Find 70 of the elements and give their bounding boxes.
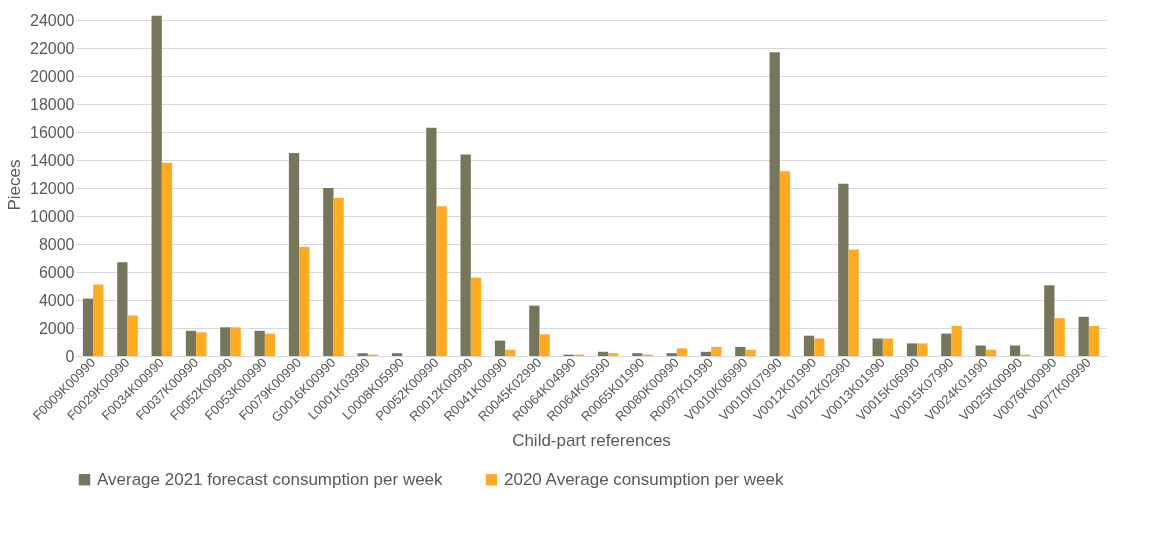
bar — [254, 330, 265, 356]
bar — [803, 335, 815, 356]
bar — [529, 305, 540, 356]
bar — [1088, 325, 1100, 356]
y-tick-label: 4000 — [38, 291, 75, 309]
bar — [117, 262, 128, 356]
bar — [1078, 316, 1089, 356]
bar — [391, 353, 403, 356]
bar — [1054, 318, 1065, 356]
bar — [288, 153, 300, 356]
bar — [882, 338, 894, 356]
y-tick-label: 6000 — [38, 263, 75, 281]
bar — [917, 343, 928, 356]
bar — [151, 15, 162, 356]
bar — [196, 332, 207, 356]
bar — [745, 349, 756, 356]
bar — [985, 349, 997, 356]
bar — [127, 315, 138, 356]
y-tick-label: 10000 — [30, 207, 75, 225]
bar — [779, 171, 791, 356]
bar — [539, 334, 550, 356]
bar — [494, 340, 506, 356]
bar — [597, 351, 609, 356]
bar — [264, 333, 276, 356]
bar — [505, 349, 516, 356]
bar — [872, 338, 883, 356]
bar — [975, 345, 986, 356]
bar — [814, 338, 825, 356]
bar — [951, 325, 962, 356]
bar — [906, 343, 918, 356]
y-tick-label: 12000 — [30, 179, 75, 197]
bar — [1044, 285, 1055, 356]
y-axis-title: Pieces — [5, 159, 25, 211]
bar — [470, 277, 482, 356]
bar — [769, 52, 780, 356]
bar — [700, 351, 712, 356]
bar — [676, 348, 688, 356]
bar — [436, 206, 447, 356]
bar — [632, 353, 643, 356]
bar — [460, 154, 471, 356]
bar — [323, 188, 334, 356]
bar — [82, 298, 94, 356]
y-tick-label: 22000 — [30, 39, 75, 57]
bar — [711, 346, 722, 356]
bar — [608, 353, 619, 356]
legend-label: Average 2021 forecast consumption per week — [97, 469, 444, 489]
bar — [426, 127, 437, 356]
bar — [220, 327, 231, 356]
bar — [230, 327, 241, 356]
bar — [161, 162, 173, 356]
bar — [185, 330, 197, 356]
y-tick-label: 18000 — [30, 95, 75, 113]
y-tick-label: 8000 — [38, 235, 75, 253]
bar — [848, 249, 859, 356]
y-tick-label: 20000 — [30, 67, 75, 85]
y-tick-label: 14000 — [30, 151, 75, 169]
bar — [357, 353, 368, 356]
bar — [333, 197, 344, 356]
bar — [838, 183, 849, 356]
bar — [299, 246, 310, 356]
legend-label: 2020 Average consumption per week — [504, 469, 784, 489]
bar — [735, 346, 746, 356]
bar — [666, 353, 677, 356]
y-tick-label: 24000 — [30, 11, 75, 29]
y-tick-label: 2000 — [38, 319, 75, 337]
x-axis-title: Child-part references — [512, 430, 671, 450]
bar — [93, 284, 104, 356]
bar — [1009, 345, 1021, 356]
bar — [941, 333, 952, 356]
y-tick-label: 16000 — [30, 123, 75, 141]
